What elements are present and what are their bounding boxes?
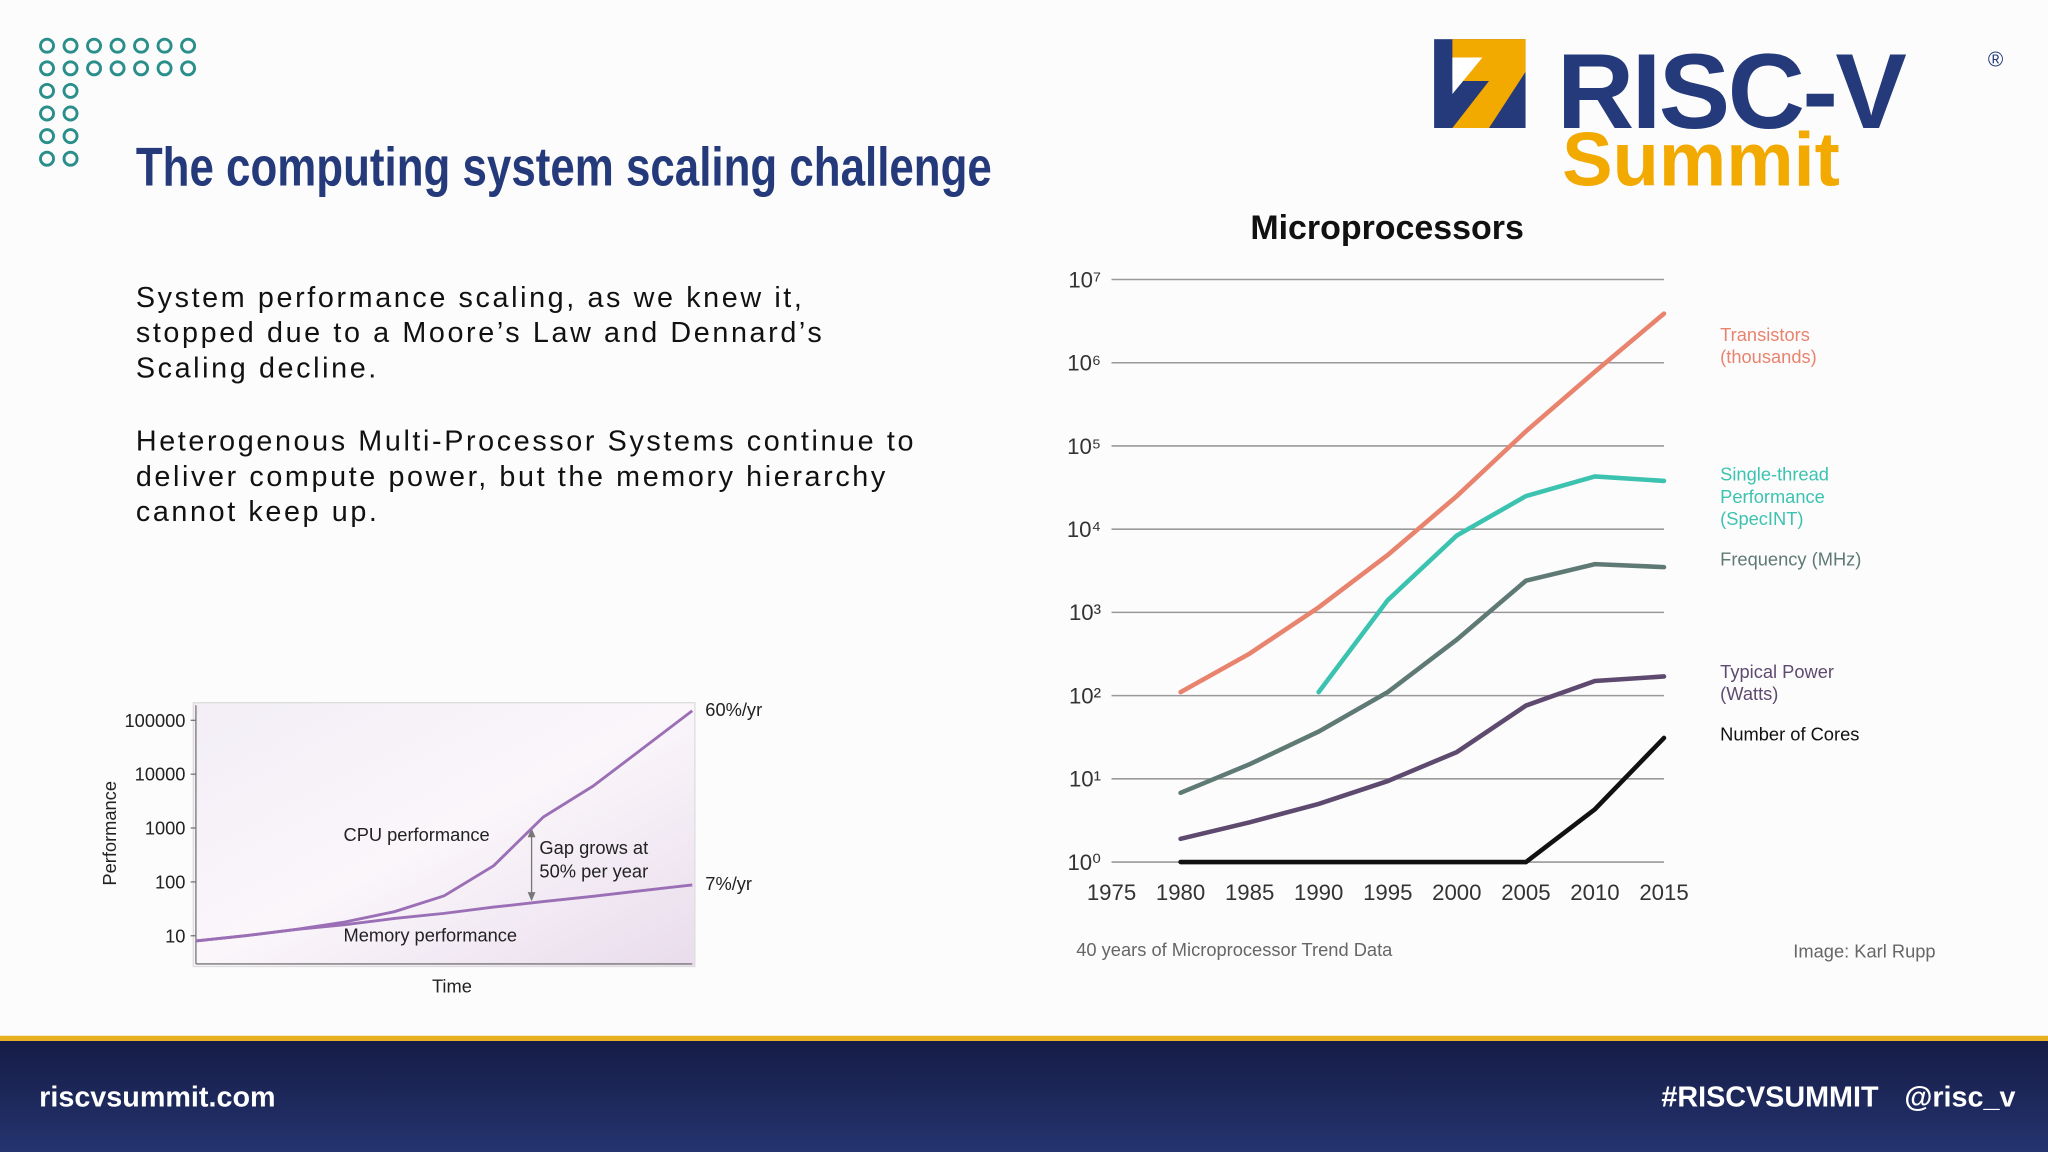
paragraph: Heterogenous Multi-Processor Systems con… bbox=[135, 424, 917, 528]
y-tick-label: 10¹ bbox=[1069, 767, 1101, 792]
logo-dot bbox=[62, 105, 79, 122]
y-tick-label: 100 bbox=[155, 871, 185, 892]
y-tick-label: 10⁵ bbox=[1067, 434, 1101, 459]
x-tick-label: 1990 bbox=[1294, 880, 1343, 905]
legend-entry: Transistors (thousands) bbox=[1720, 323, 1817, 368]
arrow-head bbox=[527, 892, 536, 902]
logo-dot bbox=[62, 82, 79, 99]
logo-dot bbox=[180, 37, 197, 54]
x-tick-label: 1975 bbox=[1087, 880, 1136, 905]
footer-handle: @risc_v bbox=[1904, 1080, 2016, 1113]
x-tick-label: 1985 bbox=[1225, 880, 1274, 905]
y-tick-label: 10⁶ bbox=[1067, 351, 1101, 376]
line bbox=[195, 883, 693, 943]
y-tick-label: 10⁰ bbox=[1067, 850, 1101, 875]
end-label: 7%/yr bbox=[705, 873, 752, 894]
y-tick-label: 10⁷ bbox=[1068, 267, 1101, 292]
logo-dot bbox=[39, 150, 55, 167]
y-tick-label: 100000 bbox=[125, 710, 186, 731]
y-tick-label: 1000 bbox=[145, 818, 186, 839]
plot-background bbox=[192, 702, 696, 968]
logo-dot bbox=[39, 105, 55, 122]
x-tick-label: 1995 bbox=[1363, 880, 1412, 905]
x-tick-label: 1980 bbox=[1156, 880, 1205, 905]
x-tick-label: 2015 bbox=[1639, 880, 1688, 905]
logo-dot bbox=[39, 128, 55, 145]
logo-dot bbox=[62, 37, 79, 54]
logo-dot bbox=[133, 37, 150, 54]
y-tick-label: 10000 bbox=[135, 764, 186, 785]
slide-title: The computing system scaling challenge bbox=[135, 135, 992, 198]
arrow-head bbox=[527, 828, 536, 838]
logo-tagline: Summit bbox=[1562, 117, 1840, 203]
legend-entry: Number of Cores bbox=[1720, 723, 1860, 745]
line bbox=[1178, 674, 1667, 842]
legend-entry: Single-thread Performance (SpecINT) bbox=[1720, 463, 1829, 529]
x-tick-label: 2000 bbox=[1432, 880, 1481, 905]
credit: Image: Karl Rupp bbox=[1793, 940, 1936, 962]
x-tick-label: 2010 bbox=[1570, 880, 1619, 905]
logo-name: RISC-V bbox=[1556, 32, 1907, 152]
y-tick-label: 10 bbox=[165, 925, 185, 946]
logo-dot bbox=[109, 37, 126, 54]
x-tick-label: 2005 bbox=[1501, 880, 1550, 905]
y-tick-label: 10³ bbox=[1069, 600, 1101, 625]
footer-site: riscvsummit.com bbox=[39, 1080, 276, 1113]
paragraph: System performance scaling, as we knew i… bbox=[135, 280, 825, 384]
line bbox=[1178, 735, 1667, 865]
y-axis-label: Performance bbox=[99, 781, 120, 886]
legend-entry: Frequency (MHz) bbox=[1720, 548, 1862, 570]
caption: 40 years of Microprocessor Trend Data bbox=[1076, 939, 1393, 960]
logo-dot bbox=[62, 60, 79, 77]
series-label: CPU performance bbox=[344, 824, 490, 845]
chart-title: Microprocessors bbox=[1250, 209, 1524, 247]
logo-dot bbox=[62, 128, 79, 145]
footer bbox=[0, 1035, 2048, 1152]
annotation: Gap grows at 50% per year bbox=[539, 837, 649, 882]
logo-dot bbox=[180, 60, 197, 77]
logo-dot bbox=[39, 60, 55, 77]
footer-hashtag: #RISCVSUMMIT bbox=[1661, 1080, 1879, 1113]
logo-dot bbox=[156, 37, 173, 54]
logo-dot bbox=[86, 60, 103, 77]
series-label: Memory performance bbox=[344, 925, 518, 946]
end-label: 60%/yr bbox=[705, 699, 762, 720]
logo-dot bbox=[109, 60, 126, 77]
y-tick-label: 10² bbox=[1069, 683, 1101, 708]
logo-dot bbox=[62, 150, 79, 167]
logo-dot bbox=[133, 60, 150, 77]
line bbox=[1178, 311, 1667, 695]
logo-dot bbox=[39, 37, 55, 54]
logo-dot bbox=[156, 60, 173, 77]
legend-entry: Typical Power (Watts) bbox=[1720, 660, 1834, 704]
logo-dot bbox=[86, 37, 103, 54]
x-axis-label: Time bbox=[432, 976, 472, 997]
y-tick-label: 10⁴ bbox=[1067, 517, 1101, 542]
logo-icon bbox=[1434, 39, 1526, 128]
line bbox=[1178, 561, 1667, 796]
logo-dot bbox=[39, 82, 55, 99]
registered-mark: ® bbox=[1987, 49, 2004, 72]
line bbox=[1316, 474, 1667, 695]
